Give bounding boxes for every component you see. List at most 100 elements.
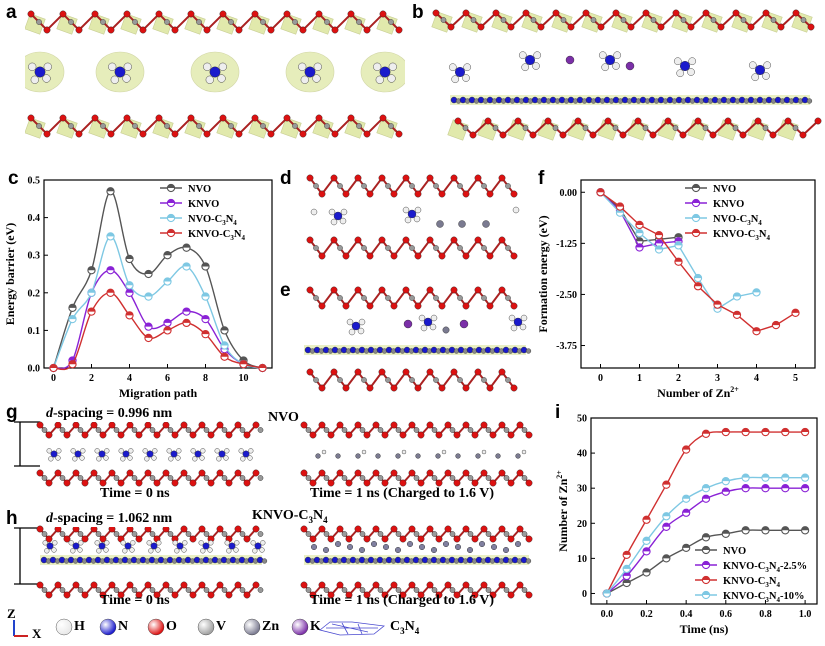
oxygen-atom [462, 421, 470, 429]
g-d-rest: -spacing = 0.996 nm [53, 406, 173, 421]
oxygen-atom [486, 252, 494, 260]
oxygen-atom [318, 190, 326, 198]
oxygen-atom [366, 252, 374, 260]
vanadium-atom [77, 587, 84, 593]
data-point-fill [125, 289, 134, 293]
h-mat-sub: 3 [308, 514, 314, 525]
oxygen-atom [330, 236, 338, 244]
vanadium-atom [323, 531, 330, 537]
hydrogen-atom [247, 455, 253, 461]
oxygen-atom [123, 114, 131, 122]
oxygen-atom [516, 581, 524, 589]
zinc-atom [355, 453, 361, 459]
chart-f-formation-energy: 0 1 2 3 4 5 0.00 -1.25 -2.50 -3.75 Number of Zn2+ F… [536, 179, 816, 400]
vanadium-atom [521, 587, 528, 593]
hydrogen-atom [448, 63, 457, 71]
nitrogen-atom [711, 96, 719, 104]
structure-image-b [431, 9, 822, 141]
nitrogen-atom [304, 66, 316, 78]
zinc-atom [395, 547, 402, 554]
vanadium-atom [500, 17, 507, 23]
oxygen-atom [453, 535, 461, 543]
oxygen-atom [444, 581, 452, 589]
h-time-left: Time = 0 ns [100, 593, 170, 608]
vanadium-atom [792, 125, 799, 131]
hydrogen-atom [357, 327, 365, 335]
hydrogen-atom [70, 448, 76, 454]
hydrogen-atom [208, 540, 214, 546]
nitrogen-atom [621, 96, 629, 104]
hydrogen-atom [224, 448, 230, 454]
oxygen-atom [306, 236, 314, 244]
atom-h-ball-icon [55, 618, 73, 636]
zinc-atom [371, 541, 378, 548]
hydrogen-atom [176, 448, 182, 454]
y-axis-label: Formation energy (eV) [536, 215, 550, 332]
oxygen-atom [642, 9, 650, 17]
data-point-fill [791, 309, 800, 313]
hydrogen-atom [532, 62, 540, 70]
oxygen-atom [235, 130, 243, 138]
hydrogen-atom [94, 540, 100, 546]
c3n4-sheet-icon [319, 621, 385, 636]
oxygen-atom [390, 190, 398, 198]
hydrogen-atom [103, 547, 109, 553]
oxygen-atom [381, 591, 389, 599]
hydrogen-atom [521, 63, 529, 71]
vanadium-atom [77, 531, 84, 537]
h-mat-end: N [313, 508, 324, 523]
oxygen-atom [390, 302, 398, 310]
vanadium-atom [59, 531, 66, 537]
oxygen-atom [207, 479, 215, 487]
oxygen-atom [408, 581, 416, 589]
oxygen-atom [484, 117, 492, 125]
oxygen-atom [330, 174, 338, 182]
oxygen-atom [267, 26, 275, 34]
oxygen-atom [489, 479, 497, 487]
oxygen-atom [417, 431, 425, 439]
vanadium-atom [239, 427, 246, 433]
hydrogen-atom [310, 208, 318, 216]
vanadium-atom [395, 531, 402, 537]
vanadium-atom [167, 475, 174, 481]
nitrogen-atom [513, 96, 521, 104]
hydrogen-atom [148, 548, 154, 554]
oxygen-atom [189, 431, 197, 439]
nitrogen-atom [407, 209, 417, 219]
oxygen-atom [363, 591, 371, 599]
zinc-atom [503, 547, 510, 554]
hydrogen-atom [533, 51, 541, 60]
vanadium-atom [361, 245, 367, 251]
plot-frame [590, 417, 818, 605]
data-point-fill [125, 311, 134, 316]
vanadium-atom [260, 123, 266, 129]
vanadium-atom [239, 531, 246, 537]
oxygen-atom [498, 525, 506, 533]
x-tick-label: 10 [239, 373, 249, 384]
oxygen-atom [438, 384, 446, 392]
x-axis-label: Migration path [119, 386, 198, 400]
oxygen-atom [153, 591, 161, 599]
data-point-fill [761, 526, 770, 531]
hydrogen-atom [46, 448, 52, 454]
oxygen-atom [552, 9, 560, 17]
oxygen-atom [372, 525, 380, 533]
oxygen-atom [117, 479, 125, 487]
data-point-fill [635, 237, 644, 242]
nitrogen-atom [98, 542, 106, 550]
hydrogen-atom [68, 540, 74, 546]
oxygen-atom [366, 302, 374, 310]
oxygen-atom [336, 421, 344, 429]
oxygen-atom [318, 525, 326, 533]
zinc-atom [383, 544, 390, 551]
vanadium-atom [359, 531, 366, 537]
zinc-atom [415, 453, 421, 459]
data-point-fill [733, 292, 741, 297]
vanadium-atom [710, 17, 717, 23]
data-point-fill [220, 326, 229, 331]
oxygen-atom [717, 23, 725, 31]
hydrogen-atom [78, 540, 84, 546]
nitrogen-atom [98, 450, 106, 458]
oxygen-atom [498, 174, 506, 182]
oxygen-atom [306, 286, 314, 294]
